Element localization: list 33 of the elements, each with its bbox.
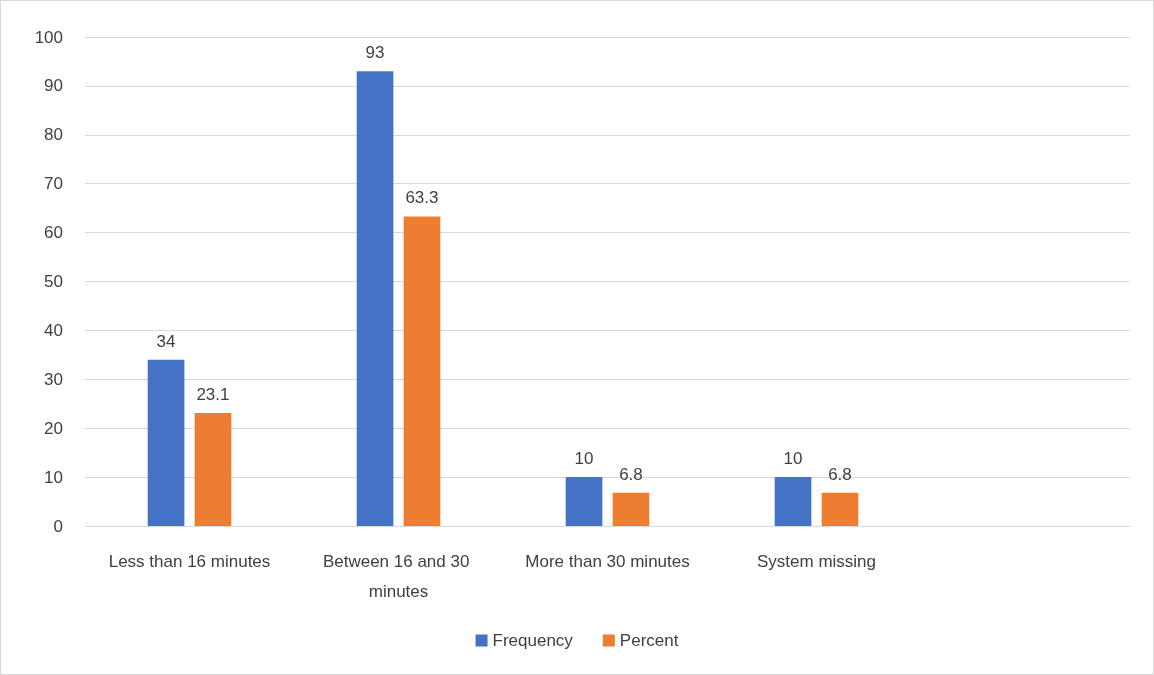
y-tick-label: 40 [44,320,63,340]
x-tick-label: Between 16 and 30 minutes [322,551,475,601]
legend-label: Percent [619,631,679,650]
y-tick-label: 90 [44,76,63,96]
y-tick-label: 30 [44,369,63,389]
y-tick-label: 60 [44,223,63,243]
data-label: 23.1 [196,385,230,405]
bar [403,216,441,526]
y-tick-label: 20 [44,418,63,438]
y-tick-label: 0 [53,516,63,536]
data-label: 10 [574,449,594,469]
data-label: 6.8 [828,464,852,484]
x-tick-label: Less than 16 minutes [108,551,271,571]
bar [612,492,650,526]
x-tick-label: More than 30 minutes [525,551,690,571]
data-label: 6.8 [619,464,643,484]
bar [821,492,859,526]
bar [356,71,394,526]
legend-label: Frequency [492,631,574,650]
data-label: 10 [783,449,803,469]
y-tick-label: 80 [44,125,63,145]
y-tick-label: 100 [34,27,63,47]
data-label: 93 [365,43,385,63]
data-label: 34 [156,331,176,351]
x-tick-label: System missing [756,551,877,571]
bar [147,359,185,526]
y-tick-label: 70 [44,174,63,194]
bar [565,477,603,526]
data-label: 63.3 [405,188,439,208]
bar [194,413,232,526]
y-tick-label: 10 [44,467,63,487]
bar [774,477,812,526]
y-tick-label: 50 [44,272,63,291]
